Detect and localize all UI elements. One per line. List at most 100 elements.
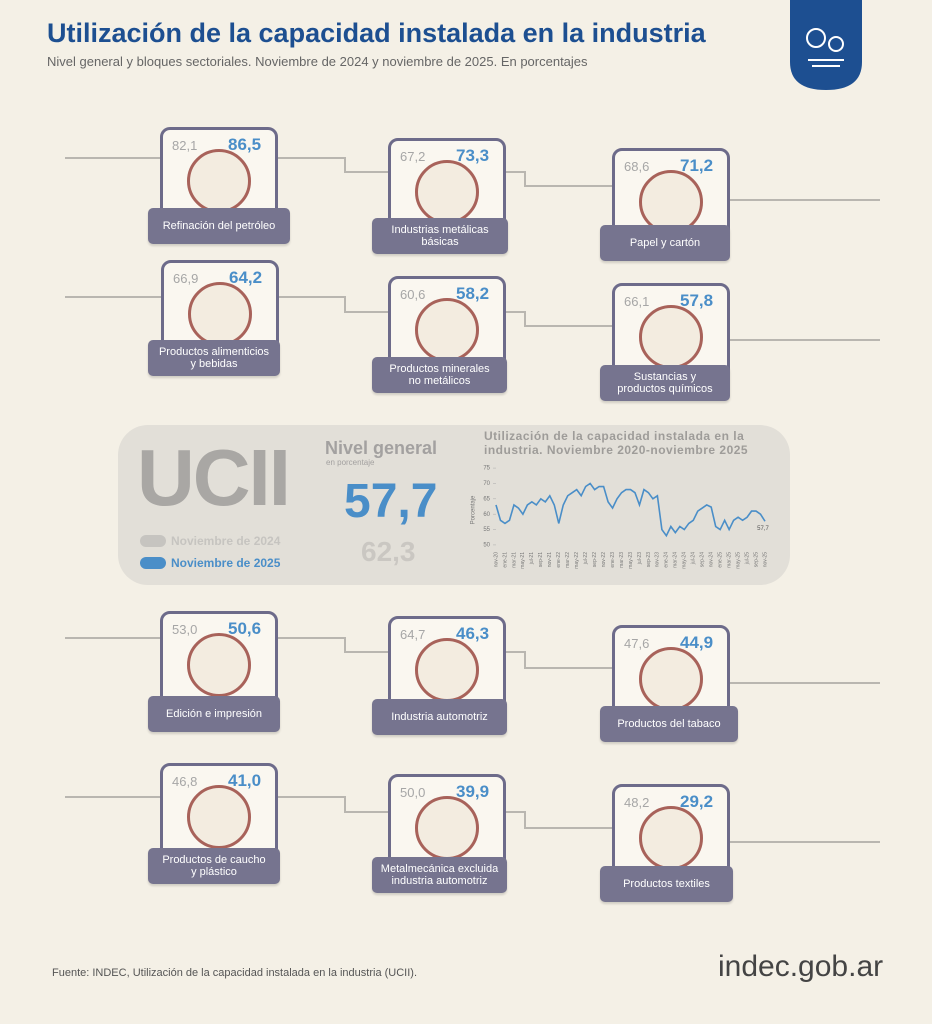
sector-label: Industrias metálicas básicas (372, 218, 508, 254)
x-tick-label: mar-21 (511, 552, 517, 568)
sector-icon (415, 638, 479, 702)
x-tick-label: sep-23 (646, 552, 652, 568)
legend-swatch-curr (140, 557, 166, 569)
x-tick-label: nov-23 (655, 552, 661, 568)
summary-unit: en porcentaje (326, 458, 375, 467)
x-tick-label: may-22 (574, 552, 580, 569)
x-tick-label: may-23 (628, 552, 634, 569)
value-2024: 66,9 (173, 271, 199, 286)
value-2025: 57,8 (680, 291, 714, 310)
sector-label: Productos alimenticios y bebidas (148, 340, 280, 376)
x-tick-label: mar-23 (619, 552, 625, 568)
value-2025: 44,9 (680, 633, 714, 652)
sector-label: Metalmecánica excluida industria automot… (372, 857, 507, 893)
x-tick-label: mar-22 (565, 552, 571, 568)
sector-icon (639, 806, 703, 870)
value-2024: 53,0 (172, 622, 198, 637)
value-2025: 41,0 (228, 771, 262, 790)
y-tick-label: 70 (483, 481, 490, 487)
brand: indec.gob.ar (718, 950, 884, 983)
value-2024: 48,2 (624, 795, 650, 810)
legend-curr: Noviembre de 2025 (171, 556, 281, 570)
y-tick-label: 65 (483, 496, 490, 502)
source: Fuente: INDEC, Utilización de la capacid… (52, 967, 418, 979)
sector-label: Productos del tabaco (600, 706, 738, 742)
value-2025: 73,3 (456, 146, 490, 165)
value-2024: 47,6 (624, 636, 650, 651)
x-tick-label: mar-25 (726, 552, 732, 568)
sector-icon (415, 160, 479, 224)
y-tick-label: 75 (483, 466, 490, 472)
y-tick-label: 60 (483, 512, 490, 518)
x-tick-label: jul-22 (583, 552, 589, 565)
value-2025: 58,2 (456, 284, 490, 303)
value-2024: 66,1 (624, 294, 650, 309)
sector-label: Industria automotriz (372, 699, 507, 735)
ucii-code: UCII (137, 433, 291, 522)
value-2024: 82,1 (172, 138, 198, 153)
summary-panel (118, 425, 790, 585)
x-tick-label: ene-21 (502, 552, 508, 568)
title: Utilización de la capacidad instalada en… (47, 18, 706, 48)
x-tick-label: sep-25 (753, 552, 759, 568)
x-tick-label: may-21 (520, 552, 526, 569)
data-label: 57,7 (757, 526, 769, 532)
x-tick-label: ene-24 (664, 552, 670, 568)
y-tick-label: 55 (483, 527, 490, 533)
x-tick-label: nov-21 (547, 552, 553, 568)
value-2025: 71,2 (680, 156, 714, 175)
sector-icon (639, 305, 703, 369)
chart: Porcentaje 50 55 60 65 70 75 nov-20 ene-21 mar-21… (471, 466, 770, 569)
x-tick-label: ene-25 (717, 552, 723, 568)
x-tick-label: jul-23 (637, 552, 643, 565)
sector-icon (187, 633, 251, 697)
value-2025: 86,5 (228, 135, 262, 154)
x-tick-label: ene-23 (610, 552, 616, 568)
subtitle: Nivel general y bloques sectoriales. Nov… (47, 54, 588, 69)
sector-label: Edición e impresión (148, 696, 280, 732)
x-tick-label: nov-20 (493, 552, 499, 568)
x-tick-label: sep-22 (592, 552, 598, 568)
value-2024: 50,0 (400, 785, 426, 800)
legend-swatch-prev (140, 535, 166, 547)
value-2025: 64,2 (229, 268, 263, 287)
summary-previous: 62,3 (361, 536, 416, 567)
x-tick-label: nov-22 (601, 552, 607, 568)
value-2024: 64,7 (400, 627, 426, 642)
sector-label: Productos de caucho y plástico (148, 848, 280, 884)
y-tick-label: 50 (483, 543, 490, 549)
x-tick-label: nov-24 (709, 552, 715, 568)
sector-label: Papel y cartón (600, 225, 730, 261)
sector-label: Productos minerales no metálicos (372, 357, 507, 393)
value-2024: 68,6 (624, 159, 650, 174)
x-tick-label: jul-25 (744, 552, 750, 565)
x-tick-label: jul-21 (529, 552, 535, 565)
sector-icon (415, 298, 479, 362)
y-axis-label: Porcentaje (471, 495, 477, 524)
legend-prev: Noviembre de 2024 (171, 534, 281, 548)
x-tick-label: may-24 (682, 552, 688, 569)
series-line (495, 482, 766, 538)
summary-current: 57,7 (344, 475, 438, 528)
sector-icon (187, 149, 251, 213)
value-2025: 46,3 (456, 624, 490, 643)
chart-title: Utilización de la capacidad instalada en… (484, 429, 749, 457)
x-tick-label: sep-24 (700, 552, 706, 568)
value-2024: 67,2 (400, 149, 426, 164)
x-tick-label: jul-24 (691, 552, 697, 565)
sector-icon (639, 647, 703, 711)
sector-label: Productos textiles (600, 866, 733, 902)
x-tick-label: ene-22 (556, 552, 562, 568)
x-tick-label: mar-24 (673, 552, 679, 568)
x-tick-label: may-25 (735, 552, 741, 569)
sector-icon (187, 785, 251, 849)
x-tick-label: nov-25 (762, 552, 768, 568)
sector-label: Refinación del petróleo (148, 208, 290, 244)
value-2024: 60,6 (400, 287, 426, 302)
value-2025: 29,2 (680, 792, 714, 811)
sector-label: Sustancias y productos químicos (600, 365, 730, 401)
sector-icon (188, 282, 252, 346)
